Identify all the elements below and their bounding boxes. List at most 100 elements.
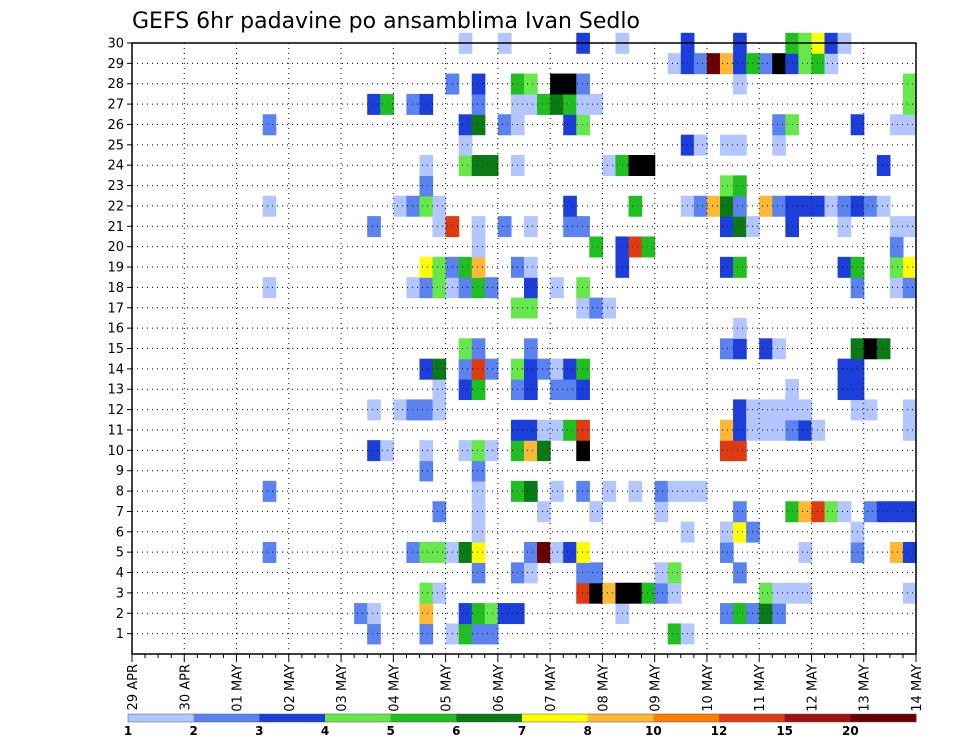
heatmap-cell (419, 623, 434, 645)
heatmap-cell (641, 582, 656, 604)
heatmap-cell (576, 541, 590, 563)
heatmap-cell (902, 419, 917, 441)
heatmap-cell (471, 521, 486, 543)
heatmap-cell (458, 256, 473, 278)
heatmap-cell (628, 236, 643, 258)
heatmap-cell (262, 541, 277, 563)
chart-title: GEFS 6hr padavine po ansamblima Ivan Sed… (132, 9, 640, 34)
y-tick-label: 8 (116, 485, 124, 500)
x-tick-label: 06 MAY (492, 664, 507, 712)
heatmap-cell (733, 501, 747, 523)
heatmap-cell (602, 480, 617, 502)
heatmap-cell (759, 582, 773, 604)
heatmap-cell (432, 256, 447, 278)
heatmap-cell (484, 358, 499, 380)
heatmap-cell (576, 440, 590, 462)
heatmap-cell (471, 256, 486, 278)
y-tick-label: 15 (107, 342, 124, 357)
heatmap-cell (471, 236, 486, 258)
heatmap-cell (406, 277, 421, 299)
heatmap-cell (902, 256, 917, 278)
heatmap-cell (759, 53, 773, 75)
heatmap-cell (902, 277, 917, 299)
heatmap-cell (667, 53, 682, 75)
heatmap-cell (720, 175, 734, 197)
heatmap-cell (497, 603, 512, 625)
heatmap-cell (563, 114, 577, 136)
heatmap-cell (863, 501, 878, 523)
heatmap-cell (720, 53, 734, 75)
heatmap-cell (837, 501, 852, 523)
heatmap-cell (367, 440, 381, 462)
heatmap-cell (393, 399, 407, 421)
heatmap-cell (576, 582, 590, 604)
heatmap-cell (471, 460, 486, 482)
colorbar-label: 10 (645, 724, 662, 738)
heatmap-cell (576, 297, 590, 319)
heatmap-cell (432, 582, 447, 604)
heatmap-cell (563, 216, 577, 238)
heatmap-cell (628, 195, 643, 217)
heatmap-cell (432, 216, 447, 238)
heatmap-cell (458, 379, 473, 401)
y-tick-label: 27 (107, 98, 124, 113)
colorbar-label: 5 (386, 724, 394, 738)
heatmap-cell (876, 501, 891, 523)
y-tick-label: 17 (107, 301, 124, 316)
heatmap-cell (798, 541, 813, 563)
heatmap-cell (876, 338, 891, 360)
heatmap-cell (419, 195, 434, 217)
heatmap-cell (902, 399, 917, 421)
x-tick-label: 02 MAY (283, 664, 298, 712)
colorbar-swatch (522, 714, 589, 722)
heatmap-cell (693, 480, 708, 502)
heatmap-cell (458, 134, 473, 156)
heatmap-cell (824, 195, 839, 217)
heatmap-cell (576, 562, 590, 584)
heatmap-cell (837, 195, 852, 217)
heatmap-cell (824, 501, 839, 523)
heatmap-cell (354, 603, 368, 625)
heatmap-cell (458, 440, 473, 462)
heatmap-cell (563, 419, 577, 441)
heatmap-cell (837, 216, 852, 238)
heatmap-cell (367, 93, 381, 115)
heatmap-cell (497, 114, 512, 136)
y-tick-label: 29 (107, 57, 124, 72)
heatmap-cell (419, 93, 434, 115)
grid-lines (132, 42, 916, 654)
heatmap-cell (432, 358, 447, 380)
heatmap-cell (720, 195, 734, 217)
y-tick-label: 14 (107, 362, 124, 377)
heatmap-cell (458, 623, 473, 645)
y-tick-label: 24 (107, 159, 124, 174)
heatmap-cell (589, 236, 603, 258)
heatmap-cell (733, 419, 747, 441)
y-tick-label: 12 (107, 403, 124, 418)
heatmap-cell (733, 603, 747, 625)
heatmap-cell (720, 541, 734, 563)
colorbar-swatch (325, 714, 392, 722)
heatmap-cell (419, 582, 434, 604)
y-tick-label: 30 (107, 37, 124, 52)
heatmap-cell (772, 114, 786, 136)
x-tick-label: 09 MAY (649, 664, 664, 712)
colorbar-swatch (850, 714, 917, 722)
colorbar-label: 1 (124, 724, 132, 738)
heatmap-cell (262, 480, 277, 502)
colorbar-label: 20 (842, 724, 859, 738)
heatmap-cell (471, 501, 486, 523)
heatmap-cell (720, 256, 734, 278)
heatmap-cell (458, 155, 473, 176)
heatmap-cell (262, 195, 277, 217)
colorbar-swatch (128, 714, 195, 722)
heatmap-cell (576, 277, 590, 299)
heatmap-cell (367, 399, 381, 421)
heatmap-cell (733, 73, 747, 95)
y-tick-label: 21 (107, 220, 124, 235)
heatmap-cell (759, 338, 773, 360)
heatmap-cell (471, 338, 486, 360)
y-tick-label: 16 (107, 322, 124, 337)
heatmap-cell (471, 155, 486, 176)
